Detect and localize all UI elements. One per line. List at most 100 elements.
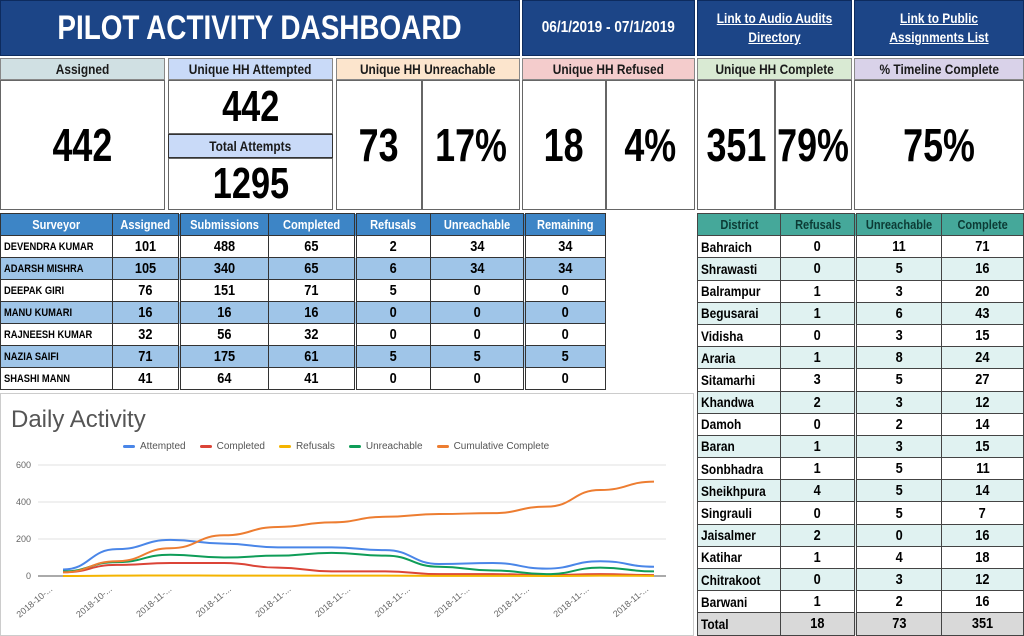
cell-completed[interactable]: 61	[267, 345, 356, 368]
cell-refusals[interactable]: 2	[353, 235, 432, 258]
cell-remaining[interactable]: 0	[523, 279, 606, 302]
series-line-unreachable[interactable]	[62, 551, 655, 576]
cell-unreachable[interactable]: 0	[853, 523, 943, 547]
cell-submissions[interactable]: 56	[177, 323, 269, 346]
col-district[interactable]: District	[696, 212, 782, 237]
cell-complete[interactable]: 15	[941, 434, 1024, 459]
cell-complete[interactable]: 16	[941, 590, 1024, 614]
cell-refusals[interactable]: 2	[780, 390, 856, 414]
legend-item[interactable]: Refusals	[278, 441, 335, 452]
col-submissions[interactable]: Submissions	[177, 213, 269, 236]
cell-unreachable[interactable]: 0	[430, 301, 526, 324]
cell-complete[interactable]: 12	[941, 390, 1024, 414]
cell-name[interactable]: Barwani	[696, 590, 782, 614]
cell-name[interactable]: Araria	[696, 346, 782, 370]
cell-unreachable[interactable]: 6	[853, 301, 943, 325]
cell-assigned[interactable]: 101	[112, 235, 180, 258]
cell-complete[interactable]: 16	[941, 523, 1024, 547]
cell-remaining[interactable]: 5	[523, 345, 606, 368]
cell-unreachable[interactable]: 34	[430, 257, 526, 280]
cell-unreachable[interactable]: 8	[853, 346, 943, 370]
cell-completed[interactable]: 16	[267, 301, 356, 324]
cell-completed[interactable]: 41	[267, 367, 356, 390]
col-unreachable[interactable]: Unreachable	[430, 213, 526, 236]
cell-refusals[interactable]: 0	[780, 567, 856, 592]
cell-unreachable[interactable]: 5	[853, 368, 943, 392]
cell-refusals[interactable]: 1	[780, 346, 856, 370]
cell-name[interactable]: MANU KUMARI	[0, 301, 114, 324]
cell-unreachable[interactable]: 34	[430, 235, 526, 258]
cell-refusals[interactable]: 2	[780, 523, 856, 547]
cell-refusals[interactable]: 1	[780, 301, 856, 325]
cell-complete[interactable]: 27	[941, 368, 1024, 392]
cell-remaining[interactable]: 0	[523, 323, 606, 346]
cell-unreachable[interactable]: 0	[430, 367, 526, 390]
cell-complete[interactable]: 7	[941, 501, 1024, 525]
cell-complete[interactable]: 71	[941, 235, 1024, 259]
legend-item[interactable]: Completed	[199, 441, 265, 452]
cell-refusals[interactable]: 4	[780, 479, 856, 503]
cell-name[interactable]: Sheikhpura	[696, 479, 782, 503]
cell-name[interactable]: Katihar	[696, 545, 782, 570]
cell-complete[interactable]: 351	[941, 612, 1024, 636]
cell-refusals[interactable]: 1	[780, 457, 856, 481]
cell-complete[interactable]: 20	[941, 279, 1024, 303]
cell-name[interactable]: Total	[696, 612, 782, 636]
cell-name[interactable]: DEEPAK GIRI	[0, 279, 114, 302]
cell-completed[interactable]: 71	[267, 279, 356, 302]
cell-refusals[interactable]: 0	[780, 412, 856, 436]
cell-complete[interactable]: 16	[941, 257, 1024, 281]
cell-remaining[interactable]: 0	[523, 301, 606, 324]
cell-submissions[interactable]: 175	[177, 345, 269, 368]
cell-complete[interactable]: 11	[941, 457, 1024, 481]
col-district-complete[interactable]: Complete	[941, 212, 1024, 237]
cell-name[interactable]: Khandwa	[696, 390, 782, 414]
cell-assigned[interactable]: 16	[112, 301, 180, 324]
cell-unreachable[interactable]: 5	[853, 257, 943, 281]
series-line-cumulative-complete[interactable]	[62, 480, 655, 574]
cell-refusals[interactable]: 0	[353, 301, 432, 324]
cell-refusals[interactable]: 0	[780, 235, 856, 259]
cell-name[interactable]: RAJNEESH KUMAR	[0, 323, 114, 346]
cell-unreachable[interactable]: 4	[853, 545, 943, 570]
cell-refusals[interactable]: 6	[353, 257, 432, 280]
cell-unreachable[interactable]: 2	[853, 590, 943, 614]
cell-refusals[interactable]: 1	[780, 279, 856, 303]
cell-unreachable[interactable]: 3	[853, 390, 943, 414]
cell-refusals[interactable]: 1	[780, 545, 856, 570]
cell-refusals[interactable]: 1	[780, 434, 856, 459]
cell-unreachable[interactable]: 0	[430, 279, 526, 302]
cell-name[interactable]: Baran	[696, 434, 782, 459]
cell-submissions[interactable]: 64	[177, 367, 269, 390]
col-district-refusals[interactable]: Refusals	[780, 212, 856, 237]
cell-refusals[interactable]: 0	[780, 501, 856, 525]
cell-assigned[interactable]: 41	[112, 367, 180, 390]
cell-name[interactable]: Jaisalmer	[696, 523, 782, 547]
cell-name[interactable]: SHASHI MANN	[0, 367, 114, 390]
cell-refusals[interactable]: 0	[353, 323, 432, 346]
cell-completed[interactable]: 65	[267, 257, 356, 280]
cell-refusals[interactable]: 5	[353, 279, 432, 302]
cell-unreachable[interactable]: 0	[430, 323, 526, 346]
cell-unreachable[interactable]: 5	[430, 345, 526, 368]
cell-unreachable[interactable]: 11	[853, 235, 943, 259]
cell-complete[interactable]: 12	[941, 567, 1024, 592]
cell-name[interactable]: Begusarai	[696, 301, 782, 325]
cell-assigned[interactable]: 71	[112, 345, 180, 368]
cell-completed[interactable]: 65	[267, 235, 356, 258]
cell-refusals[interactable]: 0	[780, 323, 856, 348]
col-remaining[interactable]: Remaining	[523, 213, 606, 236]
public-assignments-link[interactable]: Link to Public Assignments List	[889, 10, 989, 45]
cell-name[interactable]: Damoh	[696, 412, 782, 436]
cell-submissions[interactable]: 340	[177, 257, 269, 280]
cell-submissions[interactable]: 488	[177, 235, 269, 258]
legend-item[interactable]: Unreachable	[348, 441, 423, 452]
cell-refusals[interactable]: 0	[780, 257, 856, 281]
cell-name[interactable]: Shrawasti	[696, 257, 782, 281]
cell-unreachable[interactable]: 2	[853, 412, 943, 436]
legend-item[interactable]: Attempted	[123, 441, 186, 452]
cell-name[interactable]: Singrauli	[696, 501, 782, 525]
series-line-attempted[interactable]	[62, 538, 655, 571]
legend-item[interactable]: Cumulative Complete	[436, 441, 549, 452]
audio-audits-link[interactable]: Link to Audio Audits Directory	[716, 10, 833, 45]
